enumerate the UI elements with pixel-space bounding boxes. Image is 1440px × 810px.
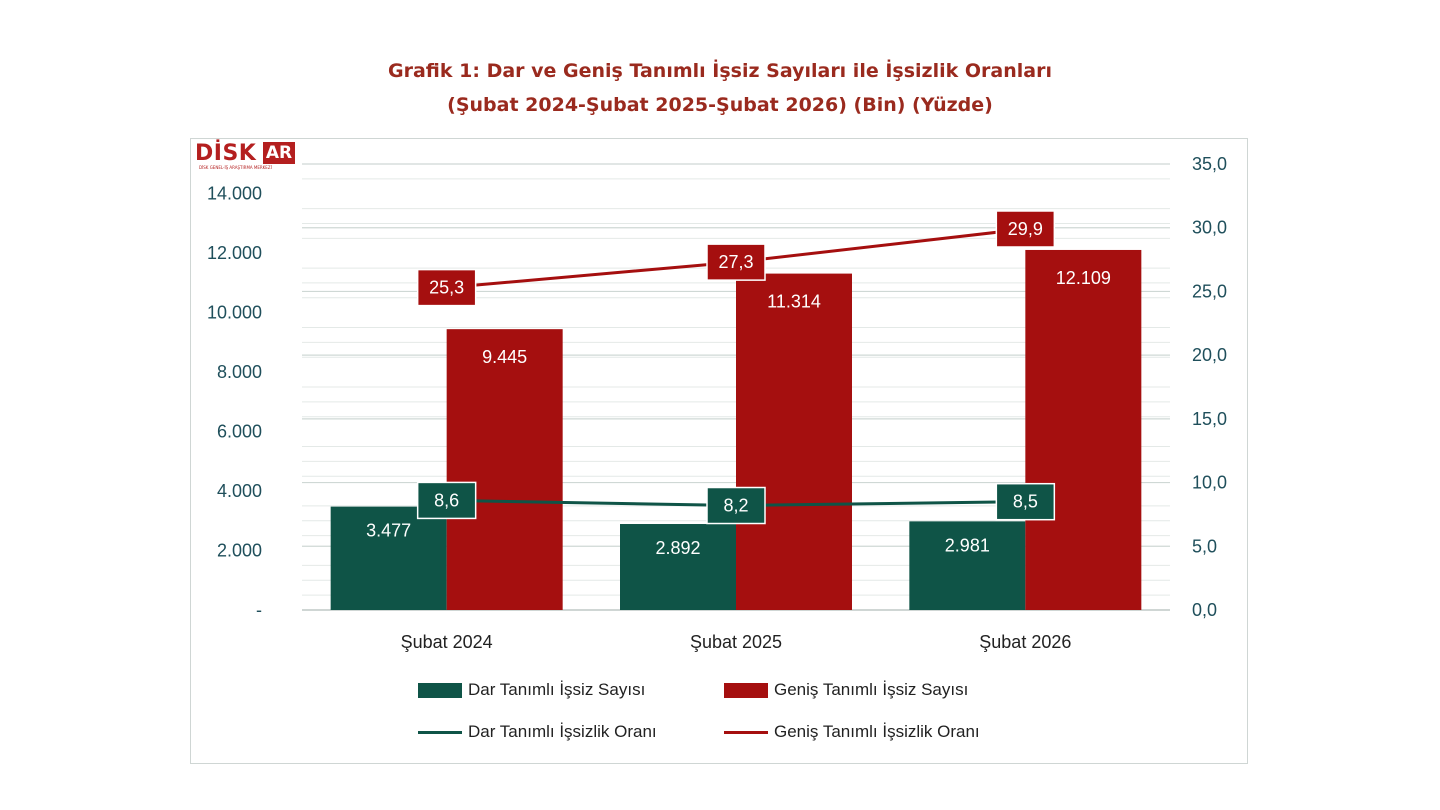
genis-bar-label: 11.314 bbox=[767, 292, 821, 312]
dar-rate-label: 8,6 bbox=[434, 490, 459, 510]
y-left-tick-label: 6.000 bbox=[217, 422, 262, 442]
y-left-tick-label: 10.000 bbox=[207, 303, 262, 323]
x-tick-label: Şubat 2026 bbox=[979, 632, 1071, 652]
y-right-tick-label: 35,0 bbox=[1192, 154, 1227, 174]
dar-bar-label: 3.477 bbox=[366, 521, 411, 541]
x-tick-label: Şubat 2025 bbox=[690, 632, 782, 652]
y-left-tick-label: 14.000 bbox=[207, 184, 262, 204]
y-right-tick-label: 20,0 bbox=[1192, 345, 1227, 365]
genis-rate-label: 27,3 bbox=[718, 252, 753, 272]
dar-bar bbox=[620, 524, 736, 610]
legend-swatch-genis-bar bbox=[724, 682, 768, 698]
legend-label-genis-sayi: Geniş Tanımlı İşsiz Sayısı bbox=[774, 680, 969, 699]
legend-label-dar-oran: Dar Tanımlı İşsizlik Oranı bbox=[468, 722, 657, 741]
dar-bar bbox=[330, 506, 447, 610]
dar-rate-label-box bbox=[706, 486, 766, 525]
y-left-tick-label: - bbox=[256, 600, 262, 620]
legend-item-dar-sayi: Dar Tanımlı İşsiz Sayısı bbox=[418, 680, 645, 700]
y-right-tick-label: 25,0 bbox=[1192, 281, 1227, 301]
y-right-tick-label: 30,0 bbox=[1192, 218, 1227, 238]
diskar-logo: DİSK AR DİSK GENEL-İŞ ARAŞTIRMA MERKEZİ bbox=[193, 141, 297, 172]
chart-subtitle: (Şubat 2024-Şubat 2025-Şubat 2026) (Bin)… bbox=[447, 94, 993, 116]
dar-rate-label-box bbox=[995, 482, 1056, 521]
legend-item-dar-oran: Dar Tanımlı İşsizlik Oranı bbox=[418, 722, 657, 742]
genis-bar bbox=[1025, 249, 1142, 611]
genis-rate-label-box bbox=[995, 210, 1056, 248]
logo-tagline: DİSK GENEL-İŞ ARAŞTIRMA MERKEZİ bbox=[199, 165, 272, 170]
legend-label-genis-oran: Geniş Tanımlı İşsizlik Oranı bbox=[774, 722, 980, 741]
chart-title: Grafik 1: Dar ve Geniş Tanımlı İşsiz Say… bbox=[388, 60, 1052, 82]
genis-rate-label-box bbox=[706, 243, 766, 281]
logo-box-text: AR bbox=[263, 142, 295, 164]
legend-item-genis-sayi: Geniş Tanımlı İşsiz Sayısı bbox=[724, 680, 968, 700]
legend-item-genis-oran: Geniş Tanımlı İşsizlik Oranı bbox=[724, 722, 980, 742]
x-tick-label: Şubat 2024 bbox=[401, 632, 493, 652]
y-left-tick-label: 4.000 bbox=[217, 481, 262, 501]
dar-rate-label: 8,2 bbox=[723, 496, 748, 516]
legend-label-dar-sayi: Dar Tanımlı İşsiz Sayısı bbox=[468, 680, 646, 699]
legend-swatch-dar-bar bbox=[418, 682, 462, 698]
chart-frame bbox=[190, 138, 1248, 764]
y-right-tick-label: 15,0 bbox=[1192, 409, 1227, 429]
genis-rate-label: 25,3 bbox=[429, 278, 464, 298]
y-right-tick-label: 5,0 bbox=[1192, 536, 1217, 556]
genis-bar bbox=[736, 273, 852, 610]
dar-bar bbox=[909, 521, 1026, 610]
dar-bar-label: 2.981 bbox=[945, 535, 990, 555]
genis-bar bbox=[446, 329, 563, 610]
y-left-tick-label: 8.000 bbox=[217, 362, 262, 382]
genis-rate-label: 29,9 bbox=[1008, 219, 1043, 239]
logo-text: DİSK bbox=[195, 141, 257, 166]
dar-rate-label-box bbox=[416, 481, 477, 520]
genis-rate-label-box bbox=[416, 268, 477, 307]
legend-swatch-dar-line bbox=[418, 730, 462, 734]
dar-rate-label: 8,5 bbox=[1013, 492, 1038, 512]
genis-bar-label: 9.445 bbox=[482, 347, 527, 367]
genis-bar-label: 12.109 bbox=[1056, 268, 1111, 288]
legend-swatch-genis-line bbox=[724, 730, 768, 734]
y-left-tick-label: 2.000 bbox=[217, 541, 262, 561]
y-right-tick-label: 10,0 bbox=[1192, 473, 1227, 493]
dar-bar-label: 2.892 bbox=[655, 538, 700, 558]
y-left-tick-label: 12.000 bbox=[207, 243, 262, 263]
y-right-tick-label: 0,0 bbox=[1192, 600, 1217, 620]
